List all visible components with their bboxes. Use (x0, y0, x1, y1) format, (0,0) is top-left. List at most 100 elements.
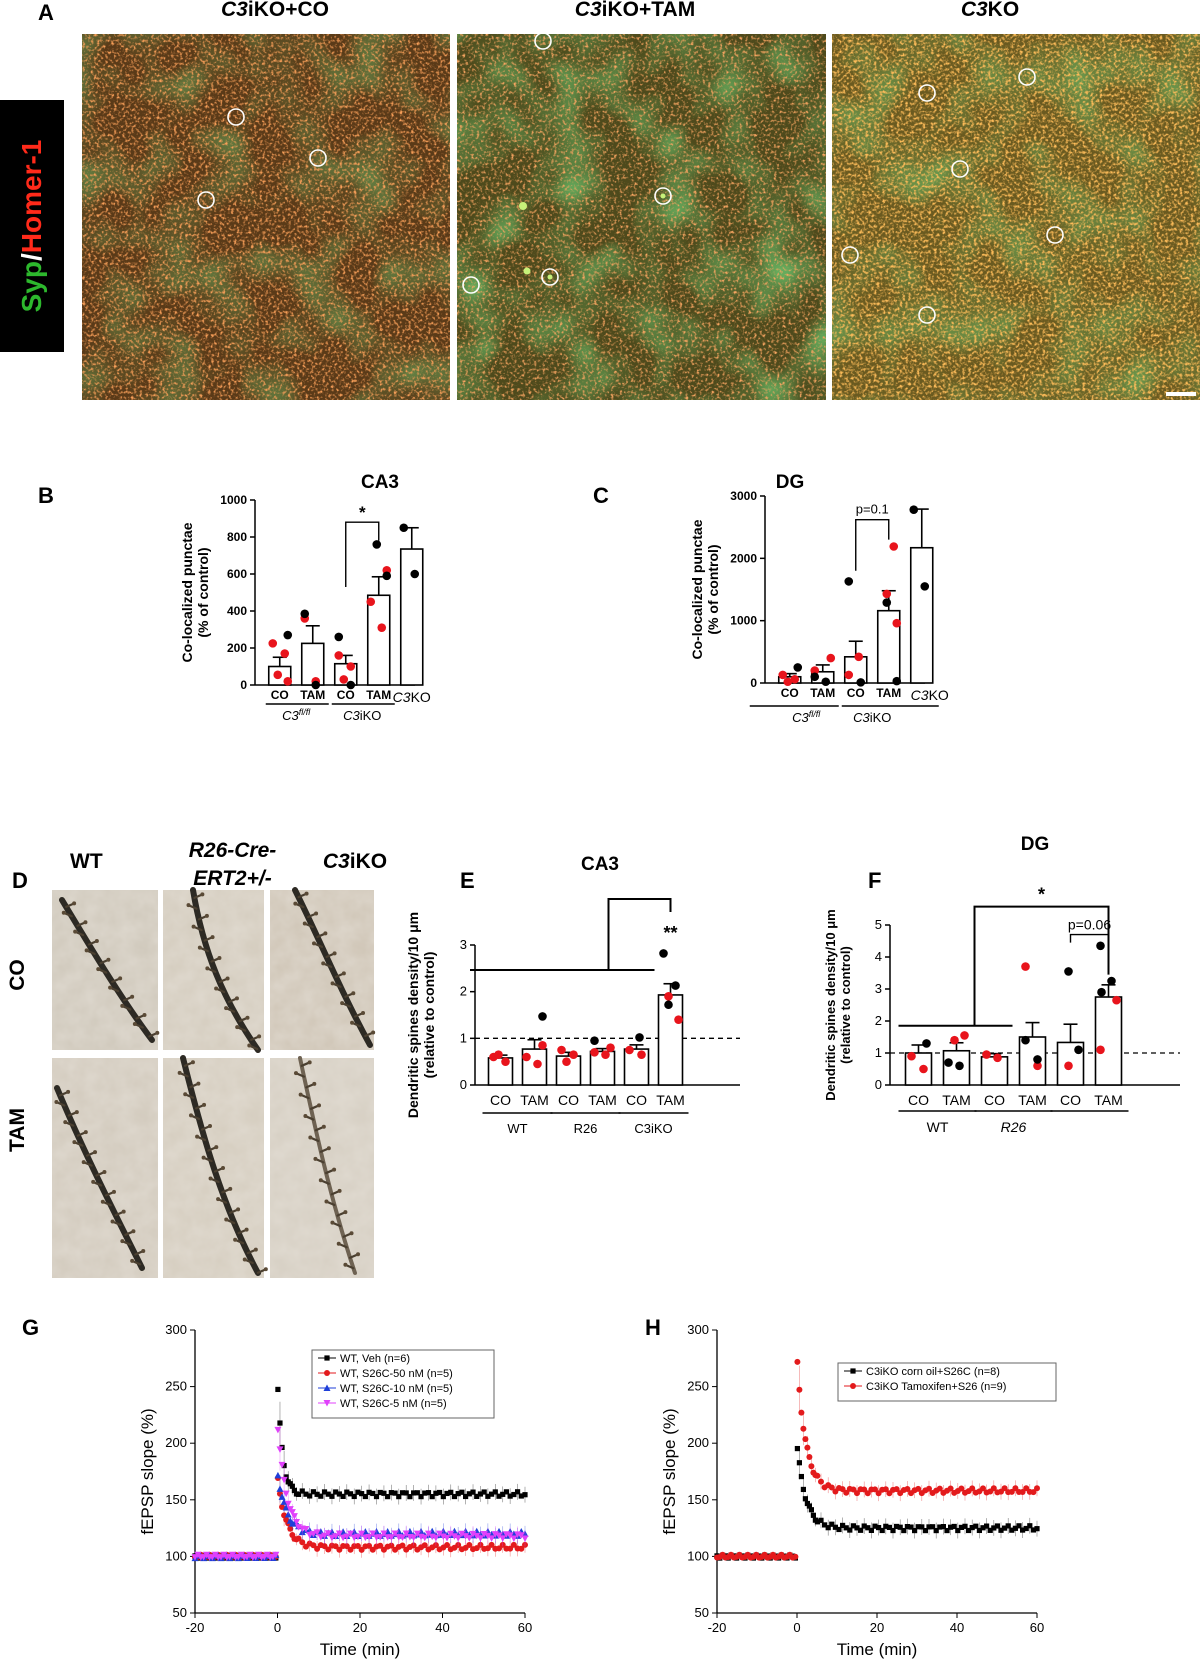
y-tick-label: 0 (240, 678, 247, 692)
category-label: TAM (1018, 1092, 1047, 1108)
spine-head (94, 939, 99, 944)
y-tick-label: 1000 (220, 493, 247, 507)
data-point (277, 1420, 283, 1426)
data-point-black (922, 1039, 931, 1048)
spine (75, 931, 85, 937)
data-point (299, 1539, 306, 1546)
data-point-black (844, 577, 854, 586)
bar (876, 609, 901, 684)
data-point-red (625, 1045, 634, 1055)
data-point (387, 1534, 395, 1541)
spine (325, 952, 335, 959)
data-point (506, 1532, 514, 1539)
c3-rest: iKO (349, 850, 388, 873)
data-point (808, 1463, 815, 1470)
spine-head (72, 1140, 77, 1145)
data-point (276, 1485, 284, 1492)
data-point-red (790, 674, 800, 684)
data-point (411, 1490, 417, 1496)
spine (207, 967, 217, 973)
group-label: C3fl/fl (282, 707, 311, 723)
spine-head (196, 1081, 201, 1086)
data-point-black (300, 609, 310, 619)
data-point-black (810, 672, 820, 682)
data-point (488, 1491, 495, 1497)
data-point-black (955, 1061, 964, 1071)
y-tick-label: 2 (875, 1013, 882, 1028)
data-point (444, 1542, 451, 1549)
data-point (926, 1524, 932, 1530)
chart-h: 50 100 150 200 250 300 -20 0 20 40 60 Time (min) fEP… (660, 1322, 1057, 1659)
spine-head (210, 935, 215, 940)
spine-head (337, 1188, 342, 1193)
panel-a-title-2: C3iKO+TAM (510, 0, 760, 22)
data-point (332, 1543, 339, 1550)
bar (909, 546, 934, 684)
y-tick-label: 2 (460, 984, 467, 999)
spine (256, 1268, 266, 1274)
spine (110, 986, 120, 993)
spine (306, 912, 317, 919)
data-point-red (844, 670, 854, 680)
data-point (284, 1500, 292, 1508)
spine-head (84, 948, 89, 953)
data-point (351, 1493, 357, 1500)
data-point (275, 1386, 281, 1393)
spine (56, 1101, 66, 1107)
spine-head (93, 1150, 98, 1155)
spine (203, 936, 213, 942)
spine (200, 1125, 211, 1131)
spine-head (130, 994, 135, 999)
spine-head (303, 1114, 308, 1119)
spine (210, 957, 220, 963)
data-point (854, 1525, 860, 1531)
spine-head (293, 1071, 298, 1076)
spine-head (224, 1217, 229, 1222)
spine-head (106, 957, 111, 962)
data-point (496, 1493, 502, 1499)
spine (313, 942, 324, 949)
legend-label: C3iKO corn oil+S26C (n=8) (866, 1366, 1000, 1378)
spine (314, 1126, 324, 1132)
spine-head (257, 1034, 262, 1039)
y-axis-label: Dendritic spines density/10 μm (relative … (405, 912, 437, 1118)
bar (399, 548, 424, 686)
spine (342, 1232, 352, 1238)
spine-head (307, 1060, 312, 1065)
data-point (861, 1486, 868, 1493)
spine-head (350, 1020, 355, 1025)
data-point-black (1074, 1045, 1083, 1055)
data-point (1030, 1527, 1036, 1533)
spine-head (91, 1179, 96, 1184)
data-point (792, 1553, 799, 1560)
data-point (1027, 1523, 1033, 1529)
spine (124, 1230, 134, 1236)
x-axis-label: Time (min) (320, 1640, 401, 1659)
pvalue-bracket (1069, 933, 1110, 943)
spine (330, 1190, 340, 1196)
spine (188, 904, 198, 910)
data-point-black (1097, 987, 1106, 997)
spine-head (111, 1189, 116, 1194)
data-point (295, 1491, 302, 1497)
spine-head (183, 1092, 188, 1097)
data-point (454, 1535, 462, 1542)
panel-a-title-1: C3iKO+CO (150, 0, 400, 22)
spine (235, 1239, 245, 1245)
data-point-red (590, 1048, 599, 1057)
series-3 (191, 1426, 529, 1562)
data-point (802, 1436, 809, 1443)
data-point (450, 1533, 458, 1540)
data-point (915, 1485, 922, 1492)
legend-marker (323, 1400, 331, 1407)
spine (323, 962, 333, 968)
chart-g: 50 100 150 200 250 300 -20 0 20 40 60 Time (min) fEP… (140, 1322, 532, 1659)
category-label: CO (271, 688, 289, 702)
data-point (392, 1490, 398, 1496)
spine-head (177, 1070, 182, 1075)
spine-head (308, 1135, 313, 1140)
spine (83, 1161, 93, 1167)
legend-box (311, 1349, 495, 1419)
data-point (377, 1489, 383, 1496)
micrograph-2 (457, 34, 826, 400)
